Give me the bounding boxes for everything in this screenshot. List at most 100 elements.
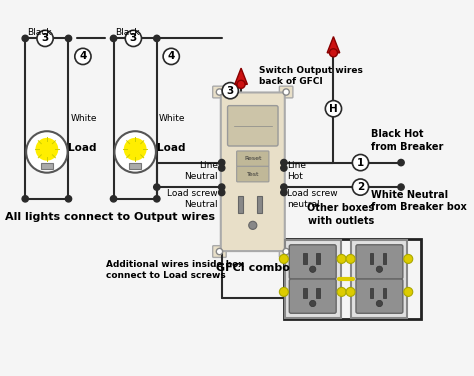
Text: Load screw
neutral: Load screw neutral: [288, 189, 338, 209]
FancyBboxPatch shape: [289, 245, 336, 279]
Circle shape: [154, 196, 160, 202]
FancyBboxPatch shape: [237, 166, 269, 182]
Circle shape: [110, 35, 117, 42]
Polygon shape: [235, 68, 247, 84]
Circle shape: [154, 35, 160, 42]
Text: 4: 4: [167, 52, 175, 61]
FancyBboxPatch shape: [303, 253, 307, 264]
Text: Reset: Reset: [244, 156, 262, 161]
Text: White Neutral
from Breaker box: White Neutral from Breaker box: [371, 190, 467, 212]
FancyBboxPatch shape: [279, 246, 293, 258]
Circle shape: [163, 48, 179, 65]
Circle shape: [283, 249, 289, 255]
Circle shape: [219, 184, 225, 190]
Circle shape: [237, 80, 245, 88]
Circle shape: [281, 159, 287, 166]
Circle shape: [346, 255, 355, 264]
Text: Line
Neutral: Line Neutral: [184, 161, 218, 181]
Circle shape: [249, 221, 257, 229]
Text: Black: Black: [115, 29, 140, 38]
Circle shape: [222, 83, 238, 99]
FancyBboxPatch shape: [303, 288, 307, 298]
FancyBboxPatch shape: [221, 92, 285, 251]
FancyBboxPatch shape: [238, 196, 243, 213]
Circle shape: [22, 35, 28, 42]
Text: White: White: [159, 114, 185, 123]
Circle shape: [404, 255, 413, 264]
Circle shape: [352, 179, 369, 195]
Circle shape: [310, 300, 316, 307]
Circle shape: [36, 138, 58, 161]
Text: Black: Black: [27, 29, 52, 38]
Text: Black Hot
from Breaker: Black Hot from Breaker: [371, 129, 444, 152]
FancyBboxPatch shape: [213, 246, 226, 258]
Circle shape: [376, 300, 383, 307]
Text: 3: 3: [41, 33, 49, 43]
Circle shape: [398, 159, 404, 166]
Circle shape: [398, 184, 404, 190]
Circle shape: [281, 184, 287, 190]
Text: Load: Load: [157, 143, 185, 153]
Text: 3: 3: [227, 86, 234, 96]
Circle shape: [22, 196, 28, 202]
Circle shape: [352, 155, 369, 171]
Circle shape: [110, 196, 117, 202]
FancyBboxPatch shape: [213, 86, 226, 98]
FancyBboxPatch shape: [383, 253, 386, 264]
Circle shape: [404, 287, 413, 296]
FancyBboxPatch shape: [285, 240, 341, 318]
Text: Other boxes
with outlets: Other boxes with outlets: [307, 203, 374, 226]
Circle shape: [281, 190, 287, 196]
Text: Test: Test: [246, 171, 259, 177]
FancyBboxPatch shape: [383, 288, 386, 298]
Circle shape: [124, 138, 146, 161]
Text: H: H: [329, 104, 338, 114]
FancyBboxPatch shape: [370, 288, 374, 298]
Circle shape: [279, 287, 288, 296]
Circle shape: [65, 35, 72, 42]
FancyBboxPatch shape: [237, 151, 269, 167]
Circle shape: [281, 165, 287, 171]
Text: All lights connect to Output wires: All lights connect to Output wires: [5, 212, 215, 222]
Text: 3: 3: [130, 33, 137, 43]
Circle shape: [154, 184, 160, 190]
Circle shape: [219, 190, 225, 196]
FancyBboxPatch shape: [289, 279, 336, 313]
Circle shape: [37, 30, 53, 47]
Polygon shape: [327, 36, 340, 53]
Circle shape: [219, 165, 225, 171]
Circle shape: [337, 255, 346, 264]
Text: Load screw
Neutral: Load screw Neutral: [167, 189, 218, 209]
Circle shape: [279, 255, 288, 264]
Circle shape: [65, 196, 72, 202]
Circle shape: [125, 30, 142, 47]
FancyBboxPatch shape: [129, 163, 141, 168]
FancyBboxPatch shape: [257, 196, 262, 213]
Text: GFCI combo: GFCI combo: [216, 263, 290, 273]
Text: 2: 2: [357, 182, 364, 192]
Circle shape: [216, 89, 223, 95]
Text: White: White: [70, 114, 97, 123]
FancyBboxPatch shape: [370, 253, 374, 264]
FancyBboxPatch shape: [316, 288, 320, 298]
FancyBboxPatch shape: [352, 240, 407, 318]
Text: Switch Output wires
back of GFCI: Switch Output wires back of GFCI: [259, 66, 363, 86]
FancyBboxPatch shape: [316, 253, 320, 264]
Circle shape: [310, 266, 316, 272]
Circle shape: [219, 159, 225, 166]
Circle shape: [329, 49, 337, 57]
Circle shape: [114, 131, 156, 173]
Circle shape: [26, 131, 68, 173]
FancyBboxPatch shape: [279, 86, 293, 98]
FancyBboxPatch shape: [356, 279, 403, 313]
Text: 1: 1: [357, 158, 364, 168]
FancyBboxPatch shape: [356, 245, 403, 279]
Circle shape: [283, 89, 289, 95]
Text: Additional wires inside box
connect to Load screws: Additional wires inside box connect to L…: [106, 260, 244, 280]
Text: Line
Hot: Line Hot: [288, 161, 307, 181]
Text: Load: Load: [68, 143, 97, 153]
Circle shape: [346, 287, 355, 296]
Text: 4: 4: [79, 52, 87, 61]
Circle shape: [325, 101, 342, 117]
FancyBboxPatch shape: [41, 163, 53, 168]
